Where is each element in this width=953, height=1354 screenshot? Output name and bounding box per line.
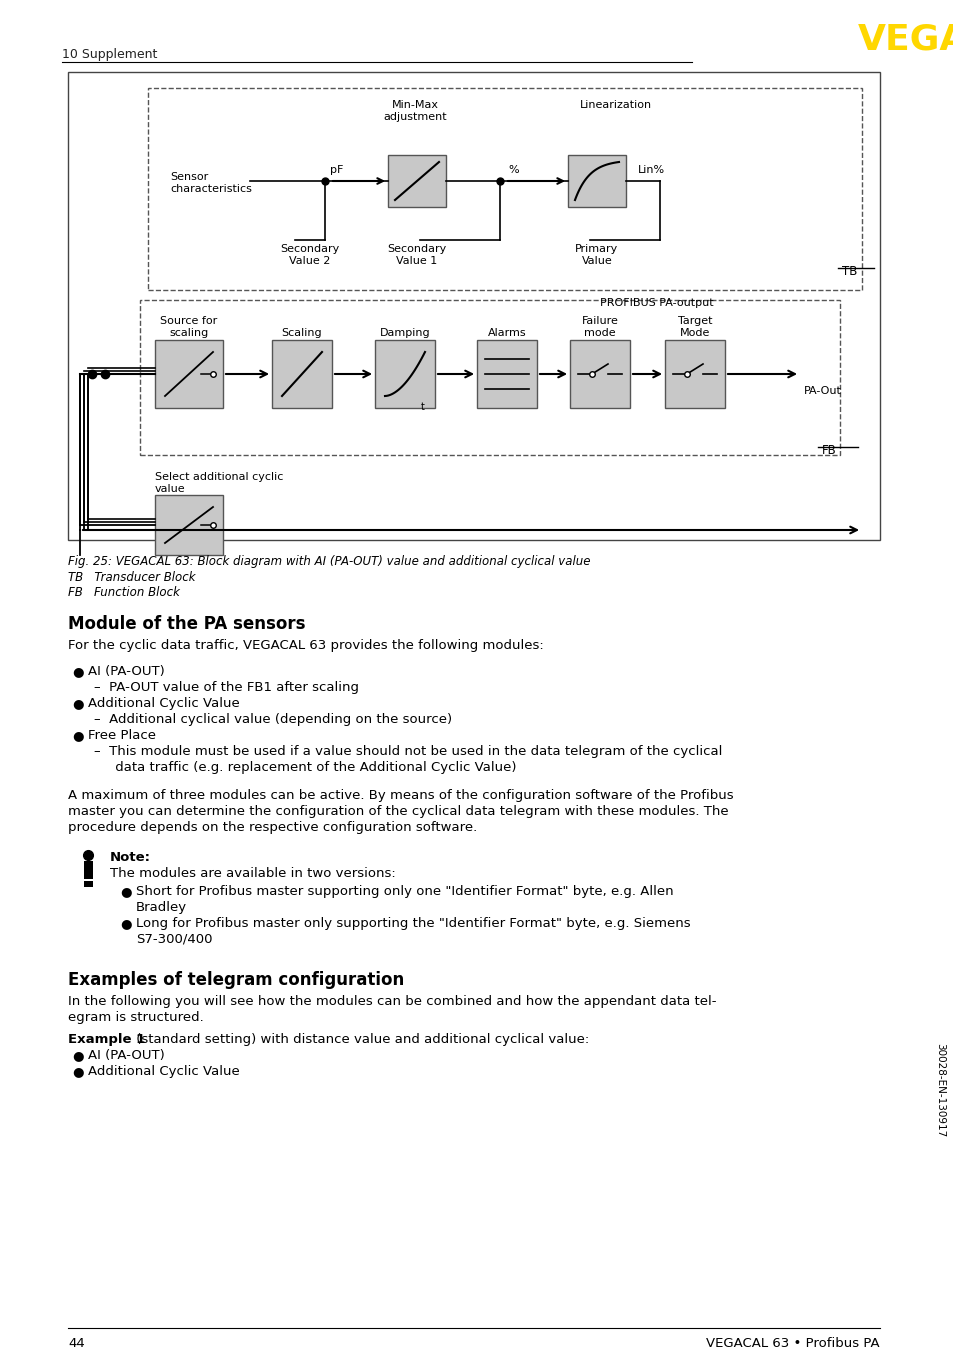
Text: Module of the PA sensors: Module of the PA sensors xyxy=(68,615,305,634)
Text: Lin%: Lin% xyxy=(638,165,664,175)
Text: Bradley: Bradley xyxy=(136,900,187,914)
Text: Min-Max
adjustment: Min-Max adjustment xyxy=(383,100,446,122)
Text: ●: ● xyxy=(120,917,132,930)
Text: FB: FB xyxy=(821,444,836,458)
Text: t: t xyxy=(420,402,424,412)
Text: ●: ● xyxy=(120,886,132,898)
Text: PROFIBUS PA-output: PROFIBUS PA-output xyxy=(599,298,713,307)
Text: Source for
scaling: Source for scaling xyxy=(160,317,217,338)
Text: VEGACAL 63 • Profibus PA: VEGACAL 63 • Profibus PA xyxy=(705,1336,879,1350)
Text: Secondary
Value 2: Secondary Value 2 xyxy=(280,244,339,265)
Text: Fig. 25: VEGACAL 63: Block diagram with AI (PA-OUT) value and additional cyclica: Fig. 25: VEGACAL 63: Block diagram with … xyxy=(68,555,590,567)
Text: Short for Profibus master supporting only one "Identifier Format" byte, e.g. All: Short for Profibus master supporting onl… xyxy=(136,886,673,898)
Text: VEGA: VEGA xyxy=(857,22,953,56)
Text: –  PA-OUT value of the FB1 after scaling: – PA-OUT value of the FB1 after scaling xyxy=(94,681,358,695)
Text: PA-Out: PA-Out xyxy=(803,386,841,395)
Text: The modules are available in two versions:: The modules are available in two version… xyxy=(110,867,395,880)
Text: ●: ● xyxy=(71,697,84,709)
Text: (standard setting) with distance value and additional cyclical value:: (standard setting) with distance value a… xyxy=(132,1033,589,1047)
Text: master you can determine the configuration of the cyclical data telegram with th: master you can determine the configurati… xyxy=(68,806,728,818)
Text: %: % xyxy=(507,165,518,175)
Text: egram is structured.: egram is structured. xyxy=(68,1011,204,1024)
Bar xyxy=(68,72,879,540)
Text: data traffic (e.g. replacement of the Additional Cyclic Value): data traffic (e.g. replacement of the Ad… xyxy=(94,761,516,774)
Bar xyxy=(148,88,862,290)
Text: Linearization: Linearization xyxy=(579,100,652,110)
Text: Additional Cyclic Value: Additional Cyclic Value xyxy=(88,1066,239,1078)
Bar xyxy=(375,340,435,408)
Text: Example 1: Example 1 xyxy=(68,1033,145,1047)
Text: Primary
Value: Primary Value xyxy=(575,244,618,265)
Text: ●: ● xyxy=(71,665,84,678)
Text: AI (PA-OUT): AI (PA-OUT) xyxy=(88,1049,165,1062)
Text: TB   Transducer Block: TB Transducer Block xyxy=(68,571,195,584)
Text: procedure depends on the respective configuration software.: procedure depends on the respective conf… xyxy=(68,821,476,834)
Bar xyxy=(84,881,92,887)
Text: TB: TB xyxy=(841,265,857,278)
Text: For the cyclic data traffic, VEGACAL 63 provides the following modules:: For the cyclic data traffic, VEGACAL 63 … xyxy=(68,639,543,653)
Text: –  Additional cyclical value (depending on the source): – Additional cyclical value (depending o… xyxy=(94,714,452,726)
Bar xyxy=(154,496,223,555)
Bar xyxy=(272,340,332,408)
Bar xyxy=(154,340,223,408)
Text: In the following you will see how the modules can be combined and how the append: In the following you will see how the mo… xyxy=(68,995,716,1007)
Text: 30028-EN-130917: 30028-EN-130917 xyxy=(934,1043,944,1137)
Bar xyxy=(569,340,629,408)
Text: ●: ● xyxy=(71,1049,84,1062)
Text: Note:: Note: xyxy=(110,852,151,864)
Text: Sensor
characteristics: Sensor characteristics xyxy=(170,172,252,194)
Text: S7-300/400: S7-300/400 xyxy=(136,933,213,946)
Text: Free Place: Free Place xyxy=(88,728,156,742)
Text: AI (PA-OUT): AI (PA-OUT) xyxy=(88,665,165,678)
Text: A maximum of three modules can be active. By means of the configuration software: A maximum of three modules can be active… xyxy=(68,789,733,802)
Text: Select additional cyclic
value: Select additional cyclic value xyxy=(154,473,283,494)
Text: Scaling: Scaling xyxy=(281,328,322,338)
Text: 10 Supplement: 10 Supplement xyxy=(62,47,157,61)
Text: Damping: Damping xyxy=(379,328,430,338)
Bar xyxy=(140,301,840,455)
Text: Failure
mode: Failure mode xyxy=(581,317,618,338)
Bar xyxy=(388,154,446,207)
Bar xyxy=(567,154,625,207)
Text: Alarms: Alarms xyxy=(487,328,526,338)
Text: Additional Cyclic Value: Additional Cyclic Value xyxy=(88,697,239,709)
Text: ●: ● xyxy=(71,1066,84,1078)
Text: FB   Function Block: FB Function Block xyxy=(68,586,180,598)
Text: 44: 44 xyxy=(68,1336,85,1350)
Bar xyxy=(84,861,92,879)
Text: pF: pF xyxy=(330,165,343,175)
Text: Long for Profibus master only supporting the "Identifier Format" byte, e.g. Siem: Long for Profibus master only supporting… xyxy=(136,917,690,930)
Bar xyxy=(476,340,537,408)
Text: Target
Mode: Target Mode xyxy=(677,317,712,338)
Text: Secondary
Value 1: Secondary Value 1 xyxy=(387,244,446,265)
Text: Examples of telegram configuration: Examples of telegram configuration xyxy=(68,971,404,988)
Bar xyxy=(664,340,724,408)
Text: ●: ● xyxy=(71,728,84,742)
Text: –  This module must be used if a value should not be used in the data telegram o: – This module must be used if a value sh… xyxy=(94,745,721,758)
